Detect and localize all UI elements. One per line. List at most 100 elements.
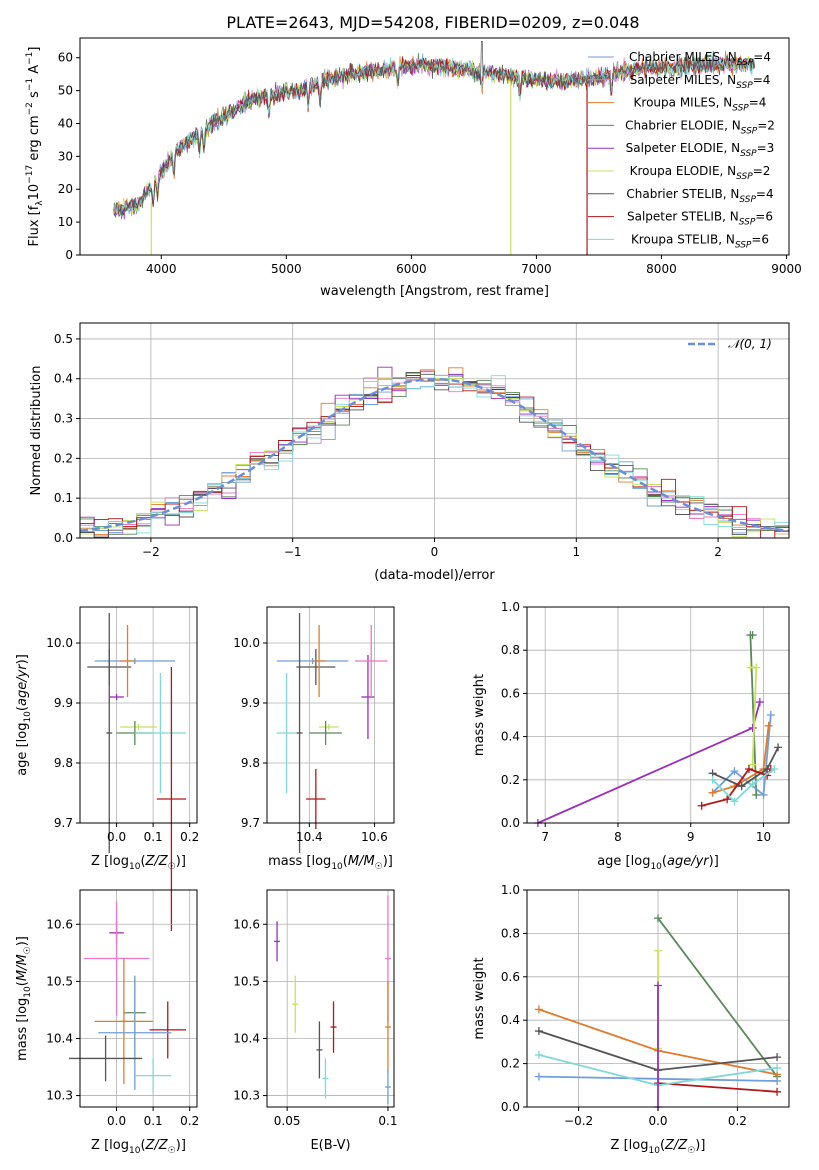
panel-mass-vs-EBV: 0.05 0.1 10.3 10.4 10.5 10.6 E(B-V)	[233, 889, 397, 1153]
label-part: age [log	[597, 854, 650, 869]
y-tick-label: 1.0	[501, 883, 520, 897]
weight-line	[712, 725, 770, 794]
weight-marker	[654, 981, 662, 990]
y-tick-label: 9.8	[54, 756, 73, 770]
x-tick-label: 0.2	[728, 1114, 747, 1128]
label-part: (	[15, 706, 30, 711]
label-part: Chabrier MILES, N	[629, 50, 737, 64]
weight-marker	[730, 797, 739, 806]
x-axis-label: age [log10(age/yr)]	[597, 854, 719, 872]
weight-marker	[697, 801, 706, 810]
axes-frame	[526, 606, 790, 824]
histogram-step	[80, 375, 789, 534]
label-part: SSP	[736, 172, 753, 182]
data-point	[316, 1021, 323, 1079]
label-part: mass [log	[15, 998, 30, 1061]
panel-spectrum: 4000 5000 6000 7000 8000 9000 0 10 20 30 40 50 60 wav…	[25, 37, 802, 299]
label-part: =4	[753, 50, 771, 64]
label-part: Salpeter MILES, N	[630, 73, 737, 87]
axes-frame	[266, 606, 395, 824]
weight-marker	[773, 1063, 782, 1072]
y-tick-label: 0.6	[501, 686, 520, 700]
label-part: age/yr	[667, 854, 710, 869]
y-tick-label: 9.8	[241, 756, 260, 770]
y-tick-label: 10.3	[233, 1089, 260, 1103]
x-axis-label: Z [log10(Z/Z☉)]	[91, 1138, 186, 1156]
data-point	[276, 673, 297, 793]
normal-curve	[79, 377, 790, 533]
label-part: )]	[695, 1138, 705, 1153]
label-part: =2	[753, 164, 771, 178]
weight-marker	[654, 914, 662, 923]
label-part: ☉	[168, 1146, 176, 1156]
x-tick-label: 9	[687, 830, 695, 844]
data-point	[120, 724, 157, 730]
weight-line	[657, 917, 778, 1078]
y-tick-label: 0.0	[501, 1100, 520, 1114]
x-tick-label: 4000	[146, 262, 177, 276]
y-tick-label: 9.9	[54, 696, 73, 710]
label-part: M/M	[15, 954, 30, 981]
x-tick-label: 0.1	[378, 1114, 397, 1128]
label-part: Z/Z	[145, 854, 169, 869]
label-part: (	[15, 981, 30, 986]
data-point	[312, 625, 326, 697]
x-axis-label: Z [log10(Z/Z☉)]	[611, 1138, 706, 1156]
label-part: (	[660, 1138, 665, 1153]
data-point	[296, 613, 303, 853]
data-point	[384, 1069, 391, 1105]
label-part: )]	[176, 854, 186, 869]
data-point	[69, 1035, 143, 1082]
weight-marker	[773, 1053, 782, 1062]
weight-marker	[708, 788, 717, 797]
x-tick-label: 9000	[771, 262, 802, 276]
axes-frame	[79, 606, 198, 824]
label-part: SSP	[737, 58, 754, 68]
label-part: 10	[650, 862, 662, 872]
data-point	[354, 625, 388, 697]
y-tick-label: 0.2	[501, 1057, 520, 1071]
label-part: M/M	[348, 854, 375, 869]
x-tick-label: −2	[142, 545, 160, 559]
x-tick-label: 2	[714, 545, 722, 559]
weight-marker	[773, 1076, 782, 1085]
legend-entry: 𝒩(0, 1)	[728, 337, 772, 351]
y-tick-label: 40	[58, 116, 73, 130]
y-tick-label: 10.3	[46, 1089, 73, 1103]
label-part: A	[27, 65, 42, 78]
label-part: s	[27, 91, 42, 102]
x-tick-label: 0.05	[274, 1114, 301, 1128]
y-tick-label: 1.0	[501, 600, 520, 614]
data-point	[98, 975, 172, 1090]
weight-marker	[746, 663, 755, 672]
data-point	[106, 613, 113, 853]
y-tick-label: 10.0	[46, 636, 73, 650]
panel-age-vs-mass: 10.4 10.6 9.7 9.8 9.9 10.0 mass [log10(M/M☉)]	[233, 606, 395, 872]
y-axis-label: mass [log10(M/M☉)]	[15, 936, 33, 1061]
y-axis-label: Normed distribution	[29, 366, 44, 496]
label-part: =3	[757, 141, 775, 155]
weight-marker	[752, 790, 761, 799]
label-part: Z [log	[91, 854, 129, 869]
label-part: ]	[27, 47, 42, 52]
x-tick-label: 5000	[271, 262, 302, 276]
y-tick-label: 10.6	[233, 917, 260, 931]
label-part: Flux [f	[27, 205, 42, 246]
y-tick-label: 0.4	[501, 730, 520, 744]
x-axis-label: wavelength [Angstrom, rest frame]	[320, 284, 549, 299]
x-tick-label: 0.0	[107, 1114, 126, 1128]
label-part: mass [log	[268, 854, 331, 869]
data-point	[384, 981, 391, 1073]
panel-age-vs-Z: 0.0 0.1 0.29.79.89.910.0Z [log10(Z/Z☉)]age…	[15, 606, 199, 931]
label-part: −1	[25, 52, 35, 65]
weight-marker	[766, 711, 775, 719]
label-part: Z/Z	[664, 1138, 688, 1153]
y-axis-label: Flux [fλ10−17 erg cm−2 s−1 A−1]	[25, 47, 45, 247]
x-axis-label: Z [log10(Z/Z☉)]	[91, 854, 186, 872]
x-tick-label: 0.2	[180, 830, 199, 844]
label-part: Salpeter ELODIE, N	[626, 141, 740, 155]
x-axis-label: (data-model)/error	[374, 568, 495, 583]
label-part: 10	[129, 862, 141, 872]
label-part: age/yr	[15, 663, 30, 706]
